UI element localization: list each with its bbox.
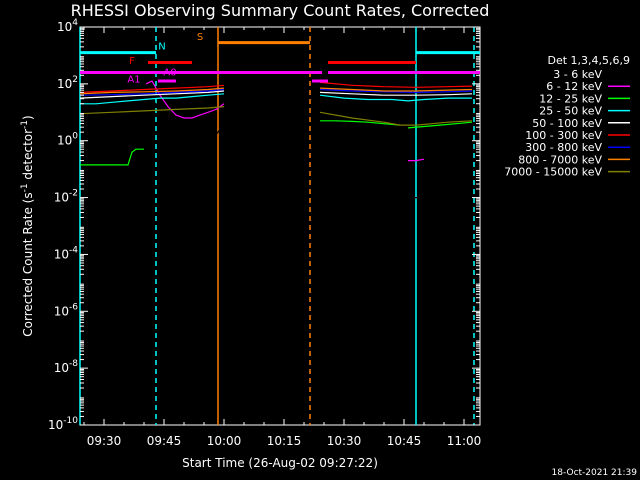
- series-0-segment-1: [144, 97, 225, 146]
- x-axis-ticks: 09:30 09:45 10:00 10:15 10:30 10:45 11:00: [83, 27, 482, 448]
- legend-entry-2: 12 - 25 keV: [539, 92, 602, 105]
- x-tick-label-5: 10:45: [387, 434, 422, 448]
- legend-entry-6: 300 - 800 keV: [525, 141, 602, 154]
- series-6: [79, 88, 473, 96]
- series-0-segment-3: [405, 152, 440, 199]
- series-2-segment-0: [80, 148, 144, 166]
- legend-title: Det 1,3,4,5,6,9: [547, 54, 630, 67]
- x-tick-label-3: 10:15: [267, 434, 302, 448]
- series-4-segment-0: [79, 90, 225, 99]
- chart-title: RHESSI Observing Summary Count Rates, Co…: [71, 1, 490, 20]
- legend-entry-5: 100 - 300 keV: [525, 129, 602, 142]
- y-tick-label-6: 102: [57, 75, 78, 91]
- series-2: [80, 120, 473, 166]
- legend-entry-4: 50 - 100 keV: [532, 117, 602, 130]
- series-6-segment-1: [319, 88, 473, 94]
- legend-entry-0: 3 - 6 keV: [553, 68, 602, 81]
- flag-label-2: F: [129, 56, 135, 67]
- series-7-segment-0: [79, 87, 225, 95]
- series-1-segment-1: [408, 158, 425, 162]
- legend-entry-8: 7000 - 15000 keV: [504, 166, 602, 179]
- y-axis-ticks: 10-10 10-8 10-6 10-4 10-2 100 102 104: [48, 18, 480, 432]
- series-2-segment-1: [320, 120, 401, 126]
- flag-labels: N S F A1 A0: [127, 32, 203, 86]
- series-3: [80, 93, 472, 105]
- series-4-segment-1: [319, 91, 473, 96]
- y-tick-label-7: 104: [57, 18, 78, 34]
- series-3-segment-0: [80, 93, 225, 105]
- x-tick-label-6: 11:00: [447, 434, 482, 448]
- timestamp: 18-Oct-2021 21:39: [552, 468, 638, 478]
- x-tick-label-0: 09:30: [87, 434, 122, 448]
- flag-bars: [80, 41, 480, 83]
- flag-label-4: A0: [163, 67, 176, 78]
- y-tick-label-1: 10-8: [54, 359, 79, 375]
- series-8-segment-0: [79, 106, 225, 115]
- series-1: [145, 80, 425, 162]
- series-5: [79, 81, 473, 93]
- series-5-segment-0: [79, 84, 225, 93]
- series-0-segment-0: [123, 182, 144, 380]
- y-tick-label-5: 100: [57, 132, 78, 148]
- x-tick-label-2: 10:00: [207, 434, 242, 448]
- flag-label-0: N: [158, 42, 165, 53]
- y-tick-label-0: 10-10: [48, 416, 78, 432]
- series-4: [79, 90, 473, 99]
- series-6-segment-0: [79, 88, 225, 96]
- y-axis-label-mid: detector: [21, 129, 35, 184]
- x-tick-label-4: 10:30: [327, 434, 362, 448]
- y-axis-label-sup-2: -1: [20, 120, 30, 129]
- series-3-segment-1: [319, 94, 472, 102]
- series-0: [123, 97, 440, 380]
- series-2-segment-2: [407, 121, 473, 129]
- series-8: [79, 106, 473, 126]
- x-tick-label-1: 09:45: [147, 434, 182, 448]
- y-axis-label-suffix: ): [21, 115, 35, 120]
- y-tick-label-4: 10-2: [54, 189, 78, 205]
- x-axis-label: Start Time (26-Aug-02 09:27:22): [182, 456, 378, 470]
- legend-entry-3: 25 - 50 keV: [539, 105, 602, 118]
- series-7: [79, 87, 473, 95]
- plot-area: N S F A1 A0: [79, 26, 481, 426]
- series-7-segment-1: [319, 87, 473, 92]
- legend-entry-1: 6 - 12 keV: [546, 80, 602, 93]
- y-tick-label-3: 10-4: [54, 245, 79, 261]
- y-axis-label-sup-1: -1: [20, 183, 30, 192]
- series-0-segment-2: [319, 127, 405, 134]
- y-tick-label-2: 10-6: [54, 302, 79, 318]
- series-5-segment-1: [319, 81, 473, 88]
- flag-label-1: S: [197, 32, 203, 43]
- legend-entry-7: 800 - 7000 keV: [518, 153, 602, 166]
- series-layer: [79, 80, 473, 380]
- series-8-segment-1: [319, 111, 473, 126]
- y-axis-label-prefix: Corrected Count Rate (s: [21, 192, 35, 336]
- flag-label-3: A1: [127, 74, 140, 85]
- series-1-segment-0: [145, 80, 225, 119]
- y-axis-label: Corrected Count Rate (s-1 detector-1): [20, 115, 35, 336]
